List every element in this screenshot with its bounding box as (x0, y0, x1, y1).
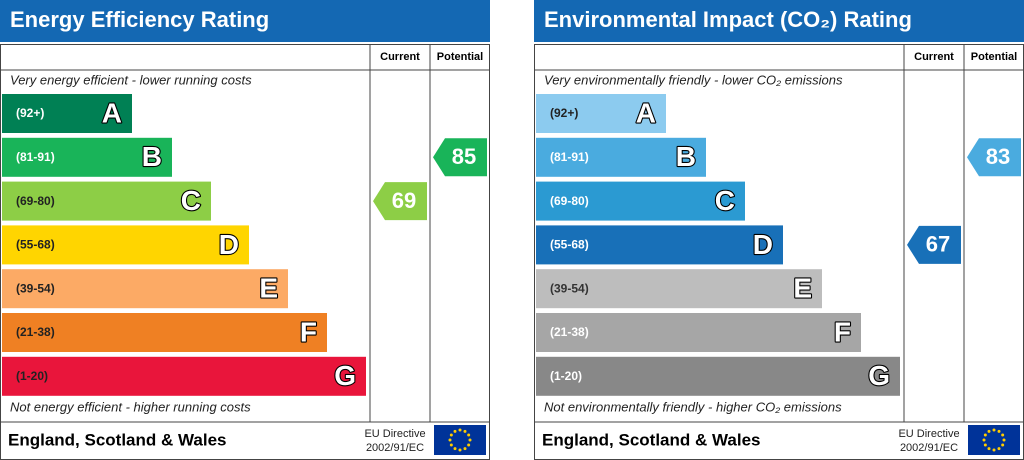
band-letter: B (142, 141, 162, 172)
top-note: Very energy efficient - lower running co… (10, 72, 252, 87)
band-range: (92+) (16, 106, 44, 120)
flag-star (997, 447, 1001, 451)
band-letter: G (868, 360, 890, 391)
bottom-note: Not environmentally friendly - higher CO… (544, 399, 842, 414)
band-bar (536, 181, 745, 221)
band-bar (536, 356, 900, 396)
flag-star (458, 428, 462, 432)
band-letter: F (300, 316, 317, 347)
panel-title: Environmental Impact (CO₂) Rating (544, 7, 912, 32)
flag-star (983, 443, 987, 447)
band-range: (55-68) (550, 238, 589, 252)
current-header: Current (914, 51, 954, 63)
band-range: (39-54) (16, 281, 55, 295)
flag-star (449, 443, 453, 447)
band-letter: C (715, 185, 735, 216)
current-value: 69 (392, 188, 416, 213)
flag-star (1001, 443, 1005, 447)
flag-star (449, 433, 453, 437)
band-bar (2, 313, 327, 352)
title-bar (0, 0, 490, 42)
band-bar (536, 225, 783, 265)
current-arrow (373, 182, 427, 221)
potential-header: Potential (971, 51, 1017, 63)
flag-star (458, 448, 462, 452)
potential-header: Potential (437, 51, 483, 63)
flag-star (467, 443, 471, 447)
flag-star (983, 433, 987, 437)
bottom-note: Not energy efficient - higher running co… (10, 399, 251, 414)
flag-star (992, 448, 996, 452)
band-range: (55-68) (16, 238, 55, 252)
flag-star (463, 447, 467, 451)
flag-star (463, 429, 467, 433)
region: England, Scotland & Wales (542, 430, 761, 449)
potential-arrow (433, 138, 487, 177)
flag-star (1002, 438, 1006, 442)
current-value: 67 (926, 232, 950, 257)
band-range: (92+) (550, 106, 578, 120)
flag-star (987, 447, 991, 451)
flag-star (448, 438, 452, 442)
band-range: (69-80) (16, 194, 55, 208)
flag-star (982, 438, 986, 442)
band-range: (69-80) (550, 194, 589, 208)
flag-star (467, 433, 471, 437)
band-letter: G (334, 360, 356, 391)
band-range: (81-91) (16, 150, 55, 164)
flag-star (468, 438, 472, 442)
directive-line: 2002/91/EC (366, 442, 424, 454)
band-letter: A (102, 97, 122, 128)
band-range: (21-38) (16, 325, 55, 339)
band-range: (21-38) (550, 325, 589, 339)
band-range: (1-20) (16, 369, 48, 383)
directive-line: EU Directive (364, 428, 425, 440)
band-letter: F (834, 316, 851, 347)
potential-arrow (967, 138, 1021, 177)
top-note: Very environmentally friendly - lower CO… (544, 72, 843, 87)
band-bar (2, 269, 288, 309)
band-bar (536, 137, 706, 177)
band-bar (2, 225, 249, 265)
band-range: (81-91) (550, 150, 589, 164)
band-letter: A (636, 97, 656, 128)
current-header: Current (380, 51, 420, 63)
band-bar (2, 137, 172, 177)
panel-title: Energy Efficiency Rating (10, 7, 269, 32)
region: England, Scotland & Wales (8, 430, 227, 449)
flag-star (453, 429, 457, 433)
flag-star (997, 429, 1001, 433)
band-range: (1-20) (550, 369, 582, 383)
potential-value: 83 (986, 144, 1010, 169)
flag-star (987, 429, 991, 433)
band-letter: D (219, 229, 239, 260)
potential-value: 85 (452, 144, 476, 169)
band-bar (536, 269, 822, 309)
band-letter: C (181, 185, 201, 216)
current-arrow (907, 225, 961, 264)
directive-line: EU Directive (898, 428, 959, 440)
band-bar (2, 94, 132, 133)
band-letter: B (676, 141, 696, 172)
flag-star (453, 447, 457, 451)
band-letter: D (753, 229, 773, 260)
title-bar (534, 0, 1024, 42)
band-range: (39-54) (550, 281, 589, 295)
band-bar (536, 94, 666, 133)
band-bar (536, 313, 861, 352)
band-letter: E (259, 273, 278, 304)
flag-star (992, 428, 996, 432)
band-bar (2, 356, 366, 396)
band-letter: E (793, 273, 812, 304)
band-bar (2, 181, 211, 221)
flag-star (1001, 433, 1005, 437)
directive-line: 2002/91/EC (900, 442, 958, 454)
